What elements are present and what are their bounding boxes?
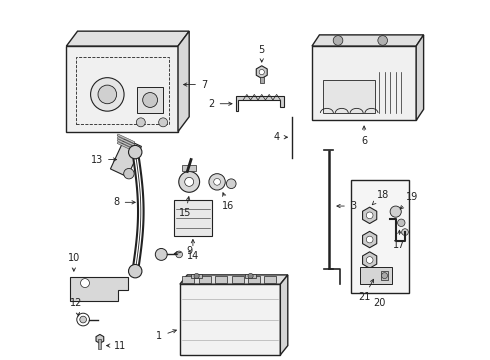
Circle shape bbox=[209, 174, 225, 190]
Circle shape bbox=[226, 179, 236, 189]
Text: 15: 15 bbox=[179, 197, 192, 219]
Bar bbox=[199, 276, 211, 283]
Text: 6: 6 bbox=[361, 126, 367, 146]
Text: 20: 20 bbox=[374, 298, 386, 308]
Circle shape bbox=[176, 251, 182, 258]
Circle shape bbox=[390, 206, 401, 217]
Circle shape bbox=[123, 168, 134, 179]
Circle shape bbox=[382, 273, 388, 279]
Text: 11: 11 bbox=[106, 341, 126, 351]
Polygon shape bbox=[363, 231, 377, 248]
Circle shape bbox=[367, 257, 373, 264]
Bar bbox=[360, 267, 392, 284]
Circle shape bbox=[159, 118, 168, 127]
Bar bbox=[381, 271, 388, 280]
Text: 4: 4 bbox=[273, 132, 288, 142]
Circle shape bbox=[136, 118, 145, 127]
Text: 9: 9 bbox=[174, 246, 192, 256]
Polygon shape bbox=[117, 134, 135, 144]
Circle shape bbox=[128, 145, 142, 159]
Polygon shape bbox=[416, 35, 424, 121]
Bar bbox=[98, 339, 101, 349]
Circle shape bbox=[179, 171, 199, 192]
Circle shape bbox=[397, 219, 405, 226]
Text: 12: 12 bbox=[70, 298, 82, 316]
Bar bbox=[264, 276, 276, 283]
Polygon shape bbox=[312, 35, 424, 46]
Circle shape bbox=[91, 78, 124, 111]
Bar bbox=[260, 77, 264, 83]
Circle shape bbox=[367, 236, 373, 243]
Polygon shape bbox=[178, 31, 189, 132]
Bar bbox=[180, 284, 280, 355]
Bar bbox=[323, 80, 375, 113]
Bar bbox=[192, 274, 202, 278]
Circle shape bbox=[185, 177, 194, 186]
Bar bbox=[182, 165, 196, 171]
Polygon shape bbox=[236, 96, 284, 111]
Circle shape bbox=[128, 265, 142, 278]
Text: 8: 8 bbox=[114, 197, 135, 207]
Polygon shape bbox=[117, 139, 135, 149]
Circle shape bbox=[155, 248, 167, 260]
Circle shape bbox=[333, 36, 343, 45]
Bar bbox=[312, 46, 416, 121]
Bar bbox=[248, 276, 260, 283]
Circle shape bbox=[98, 85, 117, 104]
Text: 10: 10 bbox=[68, 253, 80, 271]
Text: 3: 3 bbox=[337, 201, 356, 211]
Circle shape bbox=[378, 36, 388, 45]
Polygon shape bbox=[363, 252, 377, 268]
Text: 16: 16 bbox=[222, 193, 234, 211]
Text: 1: 1 bbox=[156, 330, 176, 341]
Circle shape bbox=[80, 279, 90, 288]
Bar bbox=[245, 274, 256, 278]
Circle shape bbox=[143, 93, 158, 107]
Bar bbox=[75, 57, 169, 124]
Polygon shape bbox=[280, 275, 288, 355]
Polygon shape bbox=[66, 31, 189, 46]
Polygon shape bbox=[180, 275, 288, 284]
Text: 19: 19 bbox=[400, 192, 418, 209]
Circle shape bbox=[367, 212, 373, 219]
Bar bbox=[182, 276, 195, 283]
Bar bbox=[137, 87, 163, 113]
Polygon shape bbox=[70, 277, 128, 301]
Bar bbox=[174, 201, 212, 236]
Polygon shape bbox=[256, 66, 267, 78]
Text: 14: 14 bbox=[187, 239, 199, 261]
Bar bbox=[66, 46, 178, 132]
Circle shape bbox=[259, 69, 264, 75]
Text: 13: 13 bbox=[91, 154, 117, 165]
Circle shape bbox=[248, 273, 253, 279]
Bar bbox=[232, 276, 244, 283]
Polygon shape bbox=[117, 142, 135, 151]
Text: 7: 7 bbox=[184, 80, 207, 90]
Circle shape bbox=[214, 179, 220, 185]
Circle shape bbox=[194, 273, 199, 279]
Text: 2: 2 bbox=[208, 99, 232, 109]
Polygon shape bbox=[96, 334, 104, 343]
Polygon shape bbox=[117, 136, 135, 146]
Polygon shape bbox=[363, 207, 377, 224]
Text: 18: 18 bbox=[372, 190, 389, 205]
Bar bbox=[351, 180, 409, 293]
Polygon shape bbox=[110, 139, 142, 177]
Text: 17: 17 bbox=[393, 230, 406, 250]
Bar bbox=[215, 276, 227, 283]
Text: 21: 21 bbox=[358, 279, 373, 302]
Circle shape bbox=[402, 229, 408, 235]
Text: 5: 5 bbox=[259, 45, 265, 62]
Circle shape bbox=[80, 316, 86, 323]
